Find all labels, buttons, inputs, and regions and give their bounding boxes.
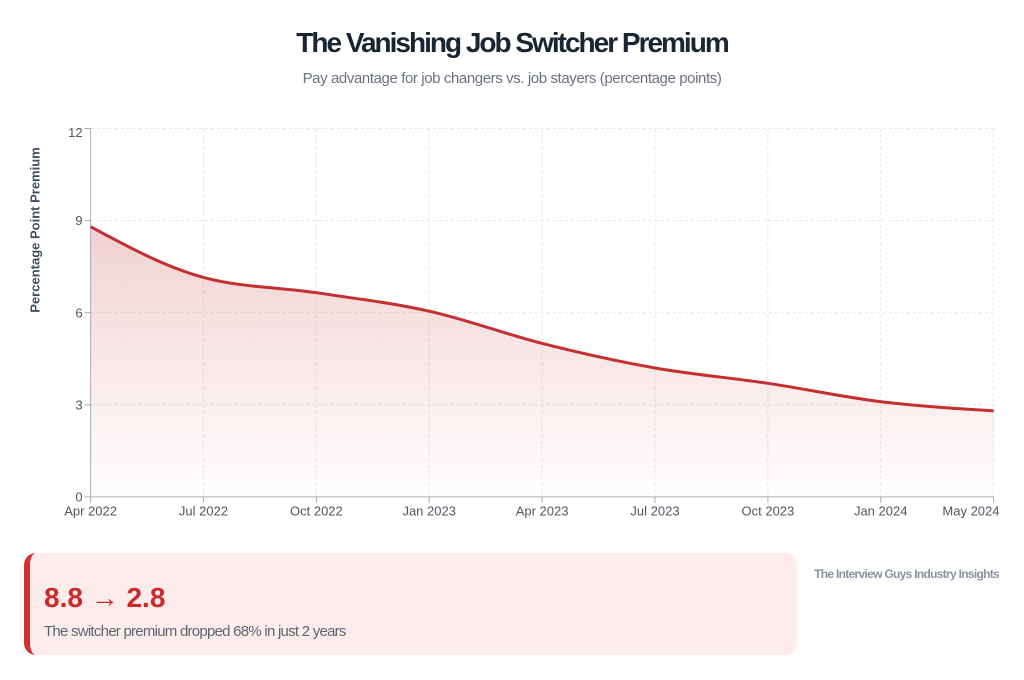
- svg-text:Jan 2024: Jan 2024: [854, 503, 908, 518]
- svg-text:Oct 2022: Oct 2022: [290, 503, 343, 518]
- svg-text:May 2024: May 2024: [942, 503, 999, 518]
- svg-text:0: 0: [75, 490, 82, 505]
- svg-text:3: 3: [75, 397, 82, 412]
- svg-text:12: 12: [68, 125, 82, 140]
- svg-text:Jan 2023: Jan 2023: [402, 503, 456, 518]
- svg-text:Jul 2022: Jul 2022: [179, 503, 228, 518]
- svg-text:9: 9: [75, 213, 82, 228]
- svg-text:Jul 2023: Jul 2023: [630, 503, 679, 518]
- svg-text:6: 6: [75, 305, 82, 320]
- svg-text:Apr 2023: Apr 2023: [516, 503, 569, 518]
- svg-text:Percentage Point Premium: Percentage Point Premium: [28, 147, 43, 312]
- svg-text:Apr 2022: Apr 2022: [64, 503, 117, 518]
- svg-text:Oct 2023: Oct 2023: [742, 503, 795, 518]
